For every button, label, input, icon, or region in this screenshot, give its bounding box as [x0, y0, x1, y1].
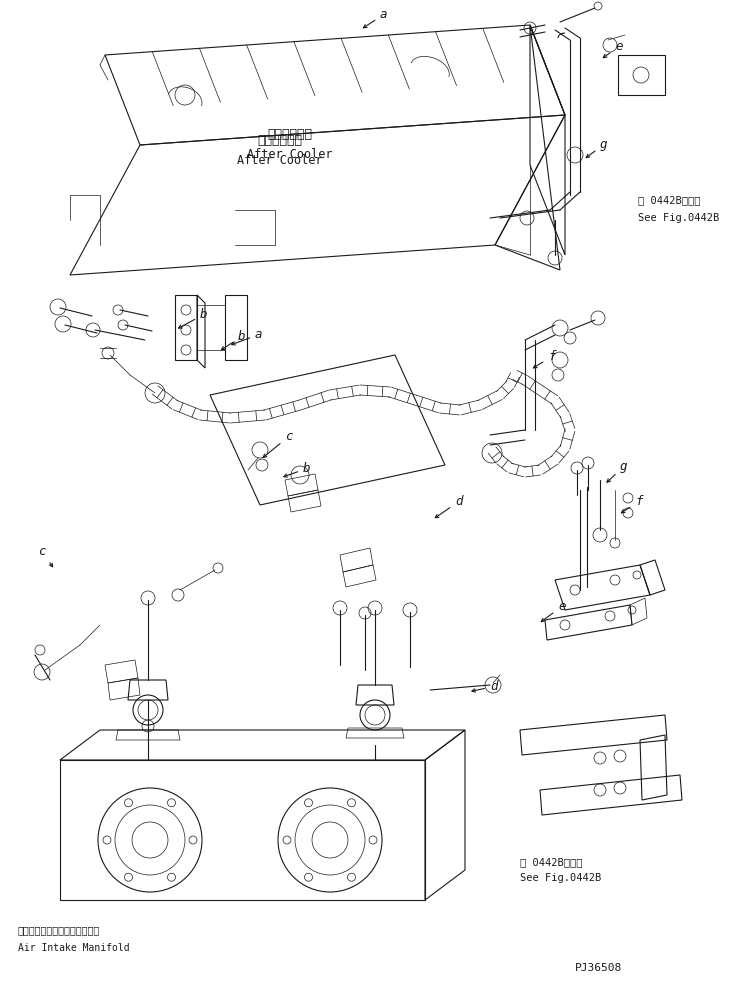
- Text: Air Intake Manifold: Air Intake Manifold: [18, 943, 130, 953]
- Text: アフタクーラ: アフタクーラ: [268, 128, 312, 141]
- Text: c: c: [263, 430, 292, 458]
- Text: See Fig.0442B: See Fig.0442B: [520, 873, 601, 883]
- Text: b: b: [179, 308, 208, 328]
- Text: After Cooler: After Cooler: [237, 154, 323, 167]
- Text: c: c: [38, 545, 53, 567]
- Text: f: f: [533, 350, 556, 367]
- Text: g: g: [586, 138, 608, 158]
- Text: a: a: [364, 8, 387, 28]
- Text: e: e: [541, 600, 565, 622]
- Text: e: e: [603, 40, 623, 58]
- Text: b: b: [221, 330, 246, 350]
- Text: After Cooler: After Cooler: [247, 149, 332, 162]
- Text: d: d: [472, 680, 497, 693]
- Text: 第 0442B図参照: 第 0442B図参照: [520, 857, 582, 867]
- Text: アフタクーラ: アフタクーラ: [257, 133, 303, 147]
- Text: PJ36508: PJ36508: [575, 963, 623, 973]
- Text: d: d: [436, 495, 462, 517]
- Text: See Fig.0442B: See Fig.0442B: [638, 213, 719, 223]
- Text: 第 0442B図参照: 第 0442B図参照: [638, 195, 700, 205]
- Text: g: g: [607, 460, 628, 483]
- Text: f: f: [621, 495, 643, 512]
- Text: a: a: [232, 328, 263, 345]
- Text: b: b: [283, 462, 310, 477]
- Text: エアーインテークマニホールド: エアーインテークマニホールド: [18, 925, 100, 935]
